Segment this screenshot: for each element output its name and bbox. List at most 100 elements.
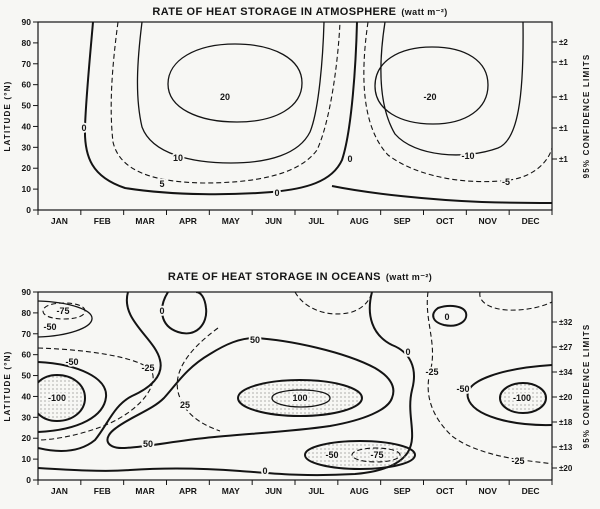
panel-title-units: (watt m⁻²) — [401, 7, 447, 17]
y-tick-label: 80 — [22, 308, 32, 318]
panel-title-text: RATE OF HEAT STORAGE IN ATMOSPHERE — [152, 6, 396, 18]
contour-ocn-minus25-right — [426, 292, 552, 465]
confidence-value: ±27 — [559, 343, 573, 352]
contour-label: -20 — [423, 92, 436, 102]
contour-ocn-minus50-right — [466, 364, 552, 427]
y-tick-label: 40 — [22, 121, 32, 131]
contour-atm-zero-lowright — [331, 185, 552, 204]
contour-label: 0 — [81, 123, 86, 133]
atmosphere-contours — [83, 22, 552, 204]
x-tick-label: AUG — [350, 486, 369, 496]
x-tick-label: FEB — [94, 486, 111, 496]
x-tick-label: JAN — [51, 216, 68, 226]
contour-atm-minus20 — [374, 46, 489, 125]
y-tick-label: 60 — [22, 350, 32, 360]
contour-atm-zero-left — [83, 22, 358, 196]
x-tick-label: MAR — [135, 216, 154, 226]
y-tick-label: 0 — [26, 205, 31, 215]
x-tick-label: NOV — [479, 486, 498, 496]
x-tick-label: SEP — [394, 486, 411, 496]
y-tick-label: 80 — [22, 38, 32, 48]
contour-ocn-plus50-center — [106, 336, 395, 450]
x-tick-label: MAY — [222, 486, 240, 496]
contour-label: 0 — [274, 188, 279, 198]
y-tick-label: 20 — [22, 433, 32, 443]
contour-label: 10 — [173, 153, 183, 163]
contour-label: 0 — [405, 347, 410, 357]
x-tick-label: JUL — [308, 216, 324, 226]
contour-label: -50 — [65, 357, 78, 367]
y-tick-label: 50 — [22, 371, 32, 381]
contour-label: 20 — [220, 92, 230, 102]
contour-label: -50 — [43, 322, 56, 332]
confidence-value: ±32 — [559, 318, 573, 327]
confidence-value: ±20 — [559, 464, 573, 473]
contour-ocn-minus100-left — [38, 373, 87, 423]
oceans-contours — [38, 292, 552, 477]
y-tick-label: 10 — [22, 454, 32, 464]
panel-title: RATE OF HEAT STORAGE IN ATMOSPHERE (watt … — [152, 6, 447, 18]
x-tick-label: DEC — [522, 216, 540, 226]
confidence-value: ±1 — [559, 58, 568, 67]
contour-ocn-dashed-topright-arc — [479, 292, 552, 311]
panel-title: RATE OF HEAT STORAGE IN OCEANS (watt m⁻²) — [168, 271, 432, 283]
confidence-value: ±20 — [559, 393, 573, 402]
contour-label: 25 — [180, 400, 190, 410]
contour-atm-minus10 — [380, 22, 524, 156]
contour-label: -25 — [511, 456, 524, 466]
y-tick-label: 90 — [22, 287, 32, 297]
confidence-value: ±1 — [559, 124, 568, 133]
contour-label: 5 — [159, 179, 164, 189]
contour-label: -10 — [461, 151, 474, 161]
contour-ocn-minus100-right — [498, 381, 548, 415]
contour-label: -25 — [141, 363, 154, 373]
y-axis-title: LATITUDE (°N) — [3, 80, 12, 151]
contour-label: -50 — [325, 450, 338, 460]
contour-ocn-plus100-inner — [271, 389, 331, 408]
x-tick-label: JUN — [265, 216, 282, 226]
contour-ocn-minus50-left — [38, 361, 108, 433]
y-tick-label: 30 — [22, 142, 32, 152]
y-tick-label: 70 — [22, 59, 32, 69]
contour-label: 100 — [292, 393, 307, 403]
contour-ocn-minus25-left — [38, 347, 154, 441]
contour-label: -25 — [425, 367, 438, 377]
atmosphere-chart: RATE OF HEAT STORAGE IN ATMOSPHERE (watt … — [3, 6, 591, 226]
confidence-value: ±13 — [559, 443, 573, 452]
contour-label: 50 — [250, 335, 260, 345]
y-tick-label: 0 — [26, 475, 31, 485]
contour-ocn-zero-topright-loop — [432, 304, 468, 327]
x-tick-label: NOV — [479, 216, 498, 226]
contour-label: -75 — [370, 450, 383, 460]
x-tick-label: OCT — [436, 486, 455, 496]
contour-label: -5 — [502, 177, 510, 187]
y-tick-label: 20 — [22, 163, 32, 173]
contour-label: -50 — [456, 384, 469, 394]
x-tick-label: APR — [179, 486, 197, 496]
x-tick-label: MAR — [135, 486, 154, 496]
contour-label: -75 — [56, 306, 69, 316]
oceans-chart: RATE OF HEAT STORAGE IN OCEANS (watt m⁻²) — [3, 271, 591, 496]
x-tick-label: JUN — [265, 486, 282, 496]
contour-atm-plus20 — [167, 43, 303, 123]
x-tick-label: JAN — [51, 486, 68, 496]
x-tick-label: AUG — [350, 216, 369, 226]
y-tick-label: 70 — [22, 329, 32, 339]
contour-ocn-minus50-bottom — [303, 439, 417, 471]
y-tick-label: 30 — [22, 412, 32, 422]
y-tick-label: 60 — [22, 80, 32, 90]
contour-ocn-dashed-top-arc — [294, 292, 373, 315]
confidence-value: ±2 — [559, 38, 568, 47]
x-tick-label: APR — [179, 216, 197, 226]
panel-title-text: RATE OF HEAT STORAGE IN OCEANS — [168, 271, 381, 283]
x-tick-label: DEC — [522, 486, 540, 496]
contour-label: 0 — [444, 312, 449, 322]
contour-atm-plus10 — [136, 22, 325, 164]
x-tick-label: OCT — [436, 216, 455, 226]
contour-ocn-zero-left — [38, 292, 162, 452]
contour-ocn-minus75-topleft — [42, 302, 86, 320]
right-axis-title: 95% CONFIDENCE LIMITS — [582, 324, 591, 449]
y-axis-title: LATITUDE (°N) — [3, 350, 12, 421]
contour-ocn-zero-right-bottom — [38, 292, 415, 477]
